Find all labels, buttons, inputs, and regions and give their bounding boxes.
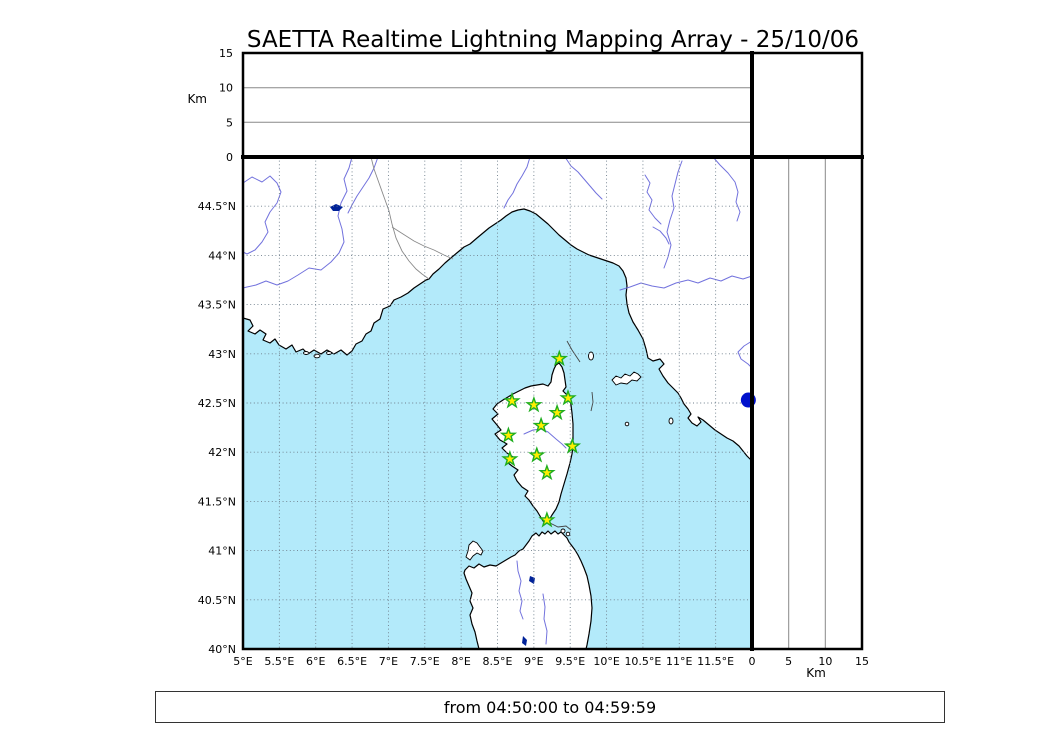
lightning-station-marker	[532, 416, 550, 434]
panel-frames	[241, 51, 864, 651]
lat-tick-label: 42°N	[208, 446, 236, 459]
lat-tick-label: 42.5°N	[198, 397, 236, 410]
lightning-station-marker	[538, 510, 556, 528]
distance-tick-label: 0	[749, 655, 756, 668]
distance-tick-label: 10	[818, 655, 832, 668]
island-elba	[611, 371, 642, 386]
station-markers	[499, 349, 582, 528]
lat-tick-label: 40°N	[208, 643, 236, 656]
lon-tick-label: 5.5°E	[264, 655, 294, 668]
altitude-tick-label: 15	[219, 47, 233, 60]
lightning-station-marker	[501, 449, 519, 467]
lon-tick-label: 9°E	[524, 655, 543, 668]
lightning-station-marker	[548, 403, 566, 421]
map-panel	[242, 156, 756, 650]
island-pianosa	[624, 421, 630, 427]
island-capraia	[588, 351, 594, 361]
time-range-text: from 04:50:00 to 04:59:59	[443, 697, 657, 717]
island-hyeres	[326, 351, 332, 355]
lon-tick-label: 7°E	[379, 655, 398, 668]
lon-tick-label: 8.5°E	[483, 655, 513, 668]
lon-tick-label: 5°E	[233, 655, 252, 668]
island-maddalena	[560, 528, 566, 534]
island-asinara	[465, 540, 484, 561]
altitude-tick-label: 5	[226, 116, 233, 129]
distance-tick-label: 5	[785, 655, 792, 668]
lon-tick-label: 10°E	[593, 655, 619, 668]
lon-tick-label: 9.5°E	[555, 655, 585, 668]
lon-tick-label: 7.5°E	[410, 655, 440, 668]
altitude-tick-label: 0	[226, 151, 233, 164]
lightning-station-marker	[499, 426, 518, 443]
lightning-station-marker	[528, 446, 546, 463]
coastline-sardinia	[463, 530, 593, 650]
page-title: SAETTA Realtime Lightning Mapping Array …	[246, 27, 860, 53]
lightning-station-marker	[550, 349, 569, 367]
time-range-box: from 04:50:00 to 04:59:59	[155, 691, 945, 723]
lat-tick-label: 43.5°N	[198, 299, 236, 312]
lat-tick-label: 44.5°N	[198, 200, 236, 213]
lon-tick-label: 8°E	[451, 655, 470, 668]
island-giglio	[668, 417, 674, 425]
lat-tick-label: 44°N	[208, 249, 236, 262]
lat-tick-label: 43°N	[208, 348, 236, 361]
lightning-station-marker	[503, 391, 521, 409]
lightning-station-marker	[563, 437, 582, 454]
altitude-axis-label: Km	[187, 92, 207, 106]
rivers	[242, 156, 753, 645]
side-panel	[788, 158, 826, 648]
lightning-station-marker	[525, 395, 543, 413]
lat-tick-label: 41.5°N	[198, 495, 236, 508]
country-borders	[370, 156, 454, 280]
lat-tick-label: 41°N	[208, 545, 236, 558]
lon-tick-label: 10.5°E	[624, 655, 661, 668]
altitude-tick-label: 10	[219, 82, 233, 95]
altitude-panel	[244, 87, 751, 123]
lon-tick-label: 11.5°E	[697, 655, 734, 668]
lon-tick-label: 6.5°E	[337, 655, 367, 668]
distance-tick-label: 15	[855, 655, 869, 668]
map-marks	[549, 340, 594, 531]
lon-tick-label: 11°E	[666, 655, 692, 668]
island-maddalena	[565, 531, 571, 537]
lightning-station-marker	[559, 388, 577, 406]
lat-tick-label: 40.5°N	[198, 594, 236, 607]
island-hyeres	[313, 353, 321, 359]
axis-tick-labels: 0 5 10 15 44.5°N 44°N 43.5°N 43°N 42.5°N 42°N 41.5…	[198, 47, 869, 668]
side-axis-label: Km	[806, 666, 826, 680]
lon-tick-label: 6°E	[306, 655, 325, 668]
lightning-station-marker	[538, 463, 556, 481]
